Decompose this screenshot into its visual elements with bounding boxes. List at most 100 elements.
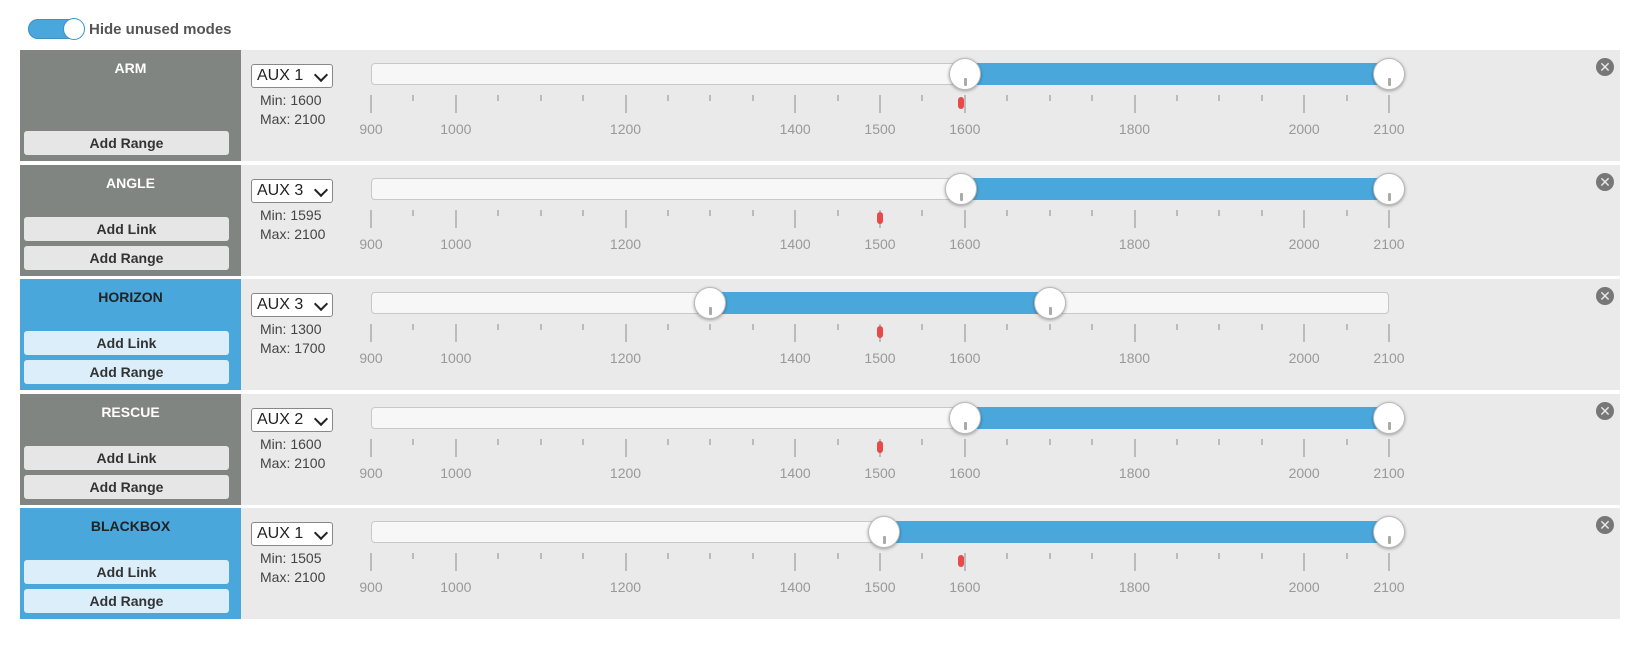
minor-tick bbox=[709, 439, 712, 445]
range-max-handle[interactable] bbox=[1373, 173, 1405, 205]
minor-tick bbox=[582, 95, 585, 101]
major-tick bbox=[1388, 553, 1390, 571]
mode-title: BLACKBOX bbox=[90, 518, 171, 534]
minor-tick bbox=[1175, 95, 1178, 101]
add-range-button[interactable]: Add Range bbox=[24, 589, 229, 613]
minor-tick bbox=[709, 553, 712, 559]
hide-unused-modes-control: Hide unused modes bbox=[28, 18, 232, 40]
range-max-text: Max: 2100 bbox=[260, 569, 326, 585]
minor-tick bbox=[412, 95, 415, 101]
range-min-handle[interactable] bbox=[694, 287, 727, 319]
minor-tick bbox=[1345, 324, 1348, 330]
add-range-button[interactable]: Add Range bbox=[24, 131, 229, 155]
minor-tick bbox=[1091, 324, 1094, 330]
major-tick bbox=[1133, 95, 1136, 113]
minor-tick bbox=[1048, 95, 1051, 101]
range-min-handle[interactable] bbox=[944, 173, 977, 205]
minor-tick bbox=[751, 553, 754, 559]
scale-label: 1600 bbox=[949, 236, 981, 252]
range-slider-fill bbox=[964, 63, 1389, 85]
scale-label: 1400 bbox=[779, 121, 811, 137]
range-max-handle[interactable] bbox=[1373, 402, 1405, 434]
close-icon[interactable]: ✕ bbox=[1596, 516, 1614, 534]
minor-tick bbox=[582, 553, 585, 559]
minor-tick bbox=[1345, 439, 1348, 445]
add-link-button[interactable]: Add Link bbox=[24, 217, 229, 241]
minor-tick bbox=[921, 439, 924, 445]
major-tick bbox=[454, 324, 457, 342]
mode-name-panel: BLACKBOX Add Link Add Range bbox=[20, 508, 241, 619]
add-link-button[interactable]: Add Link bbox=[24, 560, 229, 584]
scale-label: 1500 bbox=[864, 236, 896, 252]
major-tick bbox=[624, 95, 627, 113]
major-tick bbox=[794, 95, 797, 113]
scale-label: 1000 bbox=[440, 236, 472, 252]
minor-tick bbox=[1218, 439, 1221, 445]
major-tick bbox=[1133, 210, 1136, 228]
aux-channel-select[interactable]: AUX 3 bbox=[251, 293, 333, 317]
major-tick bbox=[963, 210, 966, 228]
major-tick bbox=[370, 95, 372, 113]
add-link-button[interactable]: Add Link bbox=[24, 331, 229, 355]
mode-row-blackbox: BLACKBOX Add Link Add Range AUX 1 Min: 1505 M… bbox=[20, 508, 1620, 619]
major-tick bbox=[1133, 324, 1136, 342]
major-tick bbox=[1388, 324, 1390, 342]
add-range-button[interactable]: Add Range bbox=[24, 246, 229, 270]
hide-unused-toggle[interactable] bbox=[28, 19, 84, 39]
mode-name-panel: ARM Add Range bbox=[20, 50, 241, 161]
range-max-handle[interactable] bbox=[1373, 58, 1405, 90]
close-icon[interactable]: ✕ bbox=[1596, 58, 1614, 76]
add-link-button[interactable]: Add Link bbox=[24, 446, 229, 470]
minor-tick bbox=[412, 553, 415, 559]
add-range-button[interactable]: Add Range bbox=[24, 475, 229, 499]
close-icon[interactable]: ✕ bbox=[1596, 173, 1614, 191]
minor-tick bbox=[921, 553, 924, 559]
aux-channel-select[interactable]: AUX 2 bbox=[251, 408, 333, 432]
mode-row-arm: ARM Add Range AUX 1 Min: 1600 Max: 2100 900 10… bbox=[20, 50, 1620, 161]
minor-tick bbox=[751, 439, 754, 445]
aux-channel-select[interactable]: AUX 1 bbox=[251, 64, 333, 88]
range-max-text: Max: 2100 bbox=[260, 111, 326, 127]
aux-channel-select[interactable]: AUX 3 bbox=[251, 179, 333, 203]
scale-ticks bbox=[370, 95, 1390, 115]
scale-label: 2100 bbox=[1373, 579, 1405, 595]
scale-label: 2000 bbox=[1288, 350, 1320, 366]
scale-label: 1500 bbox=[864, 350, 896, 366]
major-tick bbox=[1303, 439, 1306, 457]
range-min-handle[interactable] bbox=[868, 516, 901, 548]
aux-channel-select[interactable]: AUX 1 bbox=[251, 522, 333, 546]
minor-tick bbox=[497, 324, 500, 330]
range-min-handle[interactable] bbox=[948, 58, 981, 90]
minor-tick bbox=[497, 95, 500, 101]
minor-tick bbox=[921, 324, 924, 330]
minor-tick bbox=[1218, 553, 1221, 559]
aux-channel-value: AUX 3 bbox=[257, 296, 304, 313]
mode-name-panel: ANGLE Add Link Add Range bbox=[20, 165, 241, 276]
range-min-handle[interactable] bbox=[948, 402, 981, 434]
minor-tick bbox=[921, 210, 924, 216]
minor-tick bbox=[497, 439, 500, 445]
scale-label: 900 bbox=[359, 465, 383, 481]
chevron-down-icon bbox=[313, 182, 329, 198]
minor-tick bbox=[1048, 439, 1051, 445]
scale-label: 2000 bbox=[1288, 579, 1320, 595]
major-tick bbox=[1388, 439, 1390, 457]
scale-label: 1200 bbox=[609, 350, 642, 366]
range-max-handle[interactable] bbox=[1033, 287, 1066, 319]
toggle-knob[interactable] bbox=[64, 19, 84, 39]
minor-tick bbox=[1006, 553, 1009, 559]
range-max-handle[interactable] bbox=[1373, 516, 1405, 548]
minor-tick bbox=[497, 210, 500, 216]
major-tick bbox=[794, 553, 797, 571]
scale-label: 1000 bbox=[440, 121, 472, 137]
scale-label: 2000 bbox=[1288, 465, 1320, 481]
major-tick bbox=[370, 210, 372, 228]
minor-tick bbox=[666, 439, 669, 445]
major-tick bbox=[1388, 210, 1390, 228]
add-range-button[interactable]: Add Range bbox=[24, 360, 229, 384]
scale-label: 1500 bbox=[864, 121, 896, 137]
current-value-marker bbox=[877, 212, 883, 224]
close-icon[interactable]: ✕ bbox=[1596, 402, 1614, 420]
scale-label: 1400 bbox=[779, 465, 811, 481]
close-icon[interactable]: ✕ bbox=[1596, 287, 1614, 305]
